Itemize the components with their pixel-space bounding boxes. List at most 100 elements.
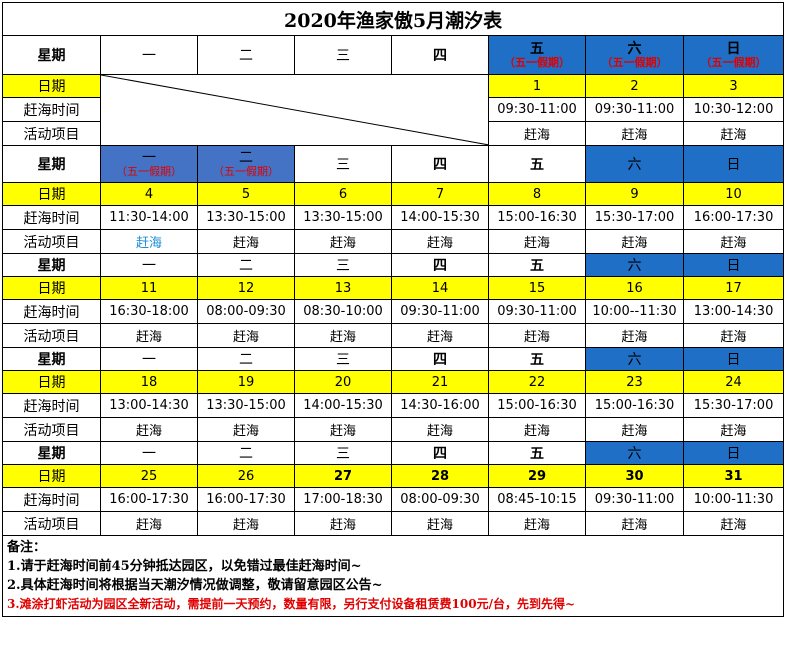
time-cell: 10:00-11:30 bbox=[682, 487, 785, 512]
activity-row-4: 活动项目 赶海 赶海 赶海 赶海 赶海 赶海 赶海 bbox=[2, 417, 785, 442]
tide-table: 2020年渔家傲5月潮汐表 星期 一 二 三 四 五 （五一假期） 六 （五一假… bbox=[1, 2, 785, 617]
activity-row-1: 活动项目 赶海 赶海 赶海 bbox=[2, 121, 785, 146]
date-label: 日期 bbox=[2, 276, 101, 300]
activity-cell: 赶海 bbox=[488, 121, 586, 146]
time-row-1: 赶海时间 09:30-11:00 09:30-11:00 10:30-12:00 bbox=[2, 97, 785, 122]
weekday-cell: 四 bbox=[391, 35, 489, 75]
date-label: 日期 bbox=[2, 182, 101, 206]
date-cell: 8 bbox=[488, 182, 586, 206]
weekday-cell: 三 bbox=[294, 253, 392, 277]
weekday-cell-weekend: 六 bbox=[585, 347, 684, 371]
weekday-label: 星期 bbox=[2, 253, 101, 277]
date-cell: 9 bbox=[585, 182, 684, 206]
weekday-cell: 三 bbox=[294, 35, 392, 75]
date-label: 日期 bbox=[2, 74, 101, 98]
activity-label: 活动项目 bbox=[2, 229, 101, 254]
date-row-2: 日期 4 5 6 7 8 9 10 bbox=[2, 182, 785, 206]
weekday-label: 星期 bbox=[2, 145, 101, 183]
weekday-cell: 二 bbox=[197, 35, 295, 75]
time-cell: 16:00-17:30 bbox=[197, 487, 295, 512]
notes-row: 备注： 1.请于赶海时间前45分钟抵达园区，以免错过最佳赶海时间~ 2.具体赶海… bbox=[1, 535, 785, 617]
activity-cell: 赶海 bbox=[197, 229, 295, 254]
weekday-row-3: 星期 一 二 三 四 五 六 日 bbox=[2, 253, 785, 277]
notes-cell: 备注： 1.请于赶海时间前45分钟抵达园区，以免错过最佳赶海时间~ 2.具体赶海… bbox=[1, 535, 785, 617]
weekday-cell-holiday: 六 （五一假期） bbox=[585, 35, 684, 75]
time-row-5: 赶海时间 16:00-17:30 16:00-17:30 17:00-18:30… bbox=[2, 487, 785, 512]
activity-cell: 赶海 bbox=[682, 121, 785, 146]
weekday-cell: 一 bbox=[100, 441, 198, 465]
date-cell: 19 bbox=[197, 370, 295, 394]
time-row-3: 赶海时间 16:30-18:00 08:00-09:30 08:30-10:00… bbox=[2, 299, 785, 324]
time-cell: 08:00-09:30 bbox=[391, 487, 489, 512]
weekday-cell-weekend: 六 bbox=[585, 145, 684, 183]
date-cell: 14 bbox=[391, 276, 489, 300]
holiday-note: （五一假期） bbox=[116, 165, 182, 178]
date-cell: 31 bbox=[682, 464, 785, 488]
activity-cell: 赶海 bbox=[391, 511, 489, 536]
time-cell: 14:00-15:30 bbox=[391, 205, 489, 230]
activity-label: 活动项目 bbox=[2, 323, 101, 348]
time-label: 赶海时间 bbox=[2, 205, 101, 230]
weekday-cell-weekend: 日 bbox=[682, 347, 785, 371]
time-cell: 11:30-14:00 bbox=[100, 205, 198, 230]
time-cell: 13:00-14:30 bbox=[100, 393, 198, 418]
activity-cell: 赶海 bbox=[197, 511, 295, 536]
time-cell: 09:30-11:00 bbox=[585, 487, 684, 512]
date-cell: 21 bbox=[391, 370, 489, 394]
activity-label: 活动项目 bbox=[2, 121, 101, 146]
activity-row-5: 活动项目 赶海 赶海 赶海 赶海 赶海 赶海 赶海 bbox=[2, 511, 785, 536]
time-cell: 14:00-15:30 bbox=[294, 393, 392, 418]
weekday-cell-weekend: 日 bbox=[682, 145, 785, 183]
time-cell: 13:30-15:00 bbox=[197, 393, 295, 418]
weekday-cell: 一 bbox=[100, 253, 198, 277]
weekday-cell: 五 bbox=[488, 347, 586, 371]
weekday-row-2: 星期 一 （五一假期） 二 （五一假期） 三 四 五 六 日 bbox=[2, 145, 785, 183]
activity-cell: 赶海 bbox=[294, 417, 392, 442]
date-cell: 30 bbox=[585, 464, 684, 488]
date-cell: 22 bbox=[488, 370, 586, 394]
date-cell: 6 bbox=[294, 182, 392, 206]
activity-cell: 赶海 bbox=[391, 323, 489, 348]
date-cell: 10 bbox=[682, 182, 785, 206]
date-label: 日期 bbox=[2, 464, 101, 488]
time-cell: 08:45-10:15 bbox=[488, 487, 586, 512]
activity-row-2: 活动项目 赶海 赶海 赶海 赶海 赶海 赶海 赶海 bbox=[2, 229, 785, 254]
date-label: 日期 bbox=[2, 370, 101, 394]
notes-heading: 备注： bbox=[7, 540, 47, 555]
activity-link[interactable]: 赶海 bbox=[100, 229, 198, 254]
date-cell: 28 bbox=[391, 464, 489, 488]
date-cell: 11 bbox=[100, 276, 198, 300]
date-cell: 15 bbox=[488, 276, 586, 300]
activity-cell: 赶海 bbox=[294, 323, 392, 348]
weekday-cell: 一 bbox=[100, 35, 198, 75]
date-cell: 23 bbox=[585, 370, 684, 394]
weekday-cell: 二 bbox=[197, 441, 295, 465]
activity-cell: 赶海 bbox=[488, 417, 586, 442]
activity-cell: 赶海 bbox=[682, 511, 785, 536]
diagonal-line bbox=[101, 75, 488, 145]
weekday-cell: 二 bbox=[197, 347, 295, 371]
date-cell: 16 bbox=[585, 276, 684, 300]
holiday-note: （五一假期） bbox=[700, 56, 767, 69]
activity-cell: 赶海 bbox=[585, 229, 684, 254]
time-cell: 13:30-15:00 bbox=[294, 205, 392, 230]
time-cell: 09:30-11:00 bbox=[488, 97, 586, 122]
activity-cell: 赶海 bbox=[488, 323, 586, 348]
time-cell: 15:30-17:00 bbox=[585, 205, 684, 230]
activity-label: 活动项目 bbox=[2, 417, 101, 442]
weekday-cell: 四 bbox=[391, 441, 489, 465]
date-cell: 25 bbox=[100, 464, 198, 488]
time-label: 赶海时间 bbox=[2, 487, 101, 512]
date-cell: 24 bbox=[682, 370, 785, 394]
date-cell: 4 bbox=[100, 182, 198, 206]
weekday-text: 二 bbox=[239, 150, 253, 166]
weekday-text: 六 bbox=[627, 41, 642, 57]
date-cell: 12 bbox=[197, 276, 295, 300]
date-cell: 17 bbox=[682, 276, 785, 300]
activity-cell: 赶海 bbox=[294, 511, 392, 536]
date-cell: 2 bbox=[585, 74, 684, 98]
time-cell: 13:30-15:00 bbox=[197, 205, 295, 230]
activity-cell: 赶海 bbox=[488, 229, 586, 254]
weekday-cell-holiday: 五 （五一假期） bbox=[488, 35, 586, 75]
activity-cell: 赶海 bbox=[585, 323, 684, 348]
